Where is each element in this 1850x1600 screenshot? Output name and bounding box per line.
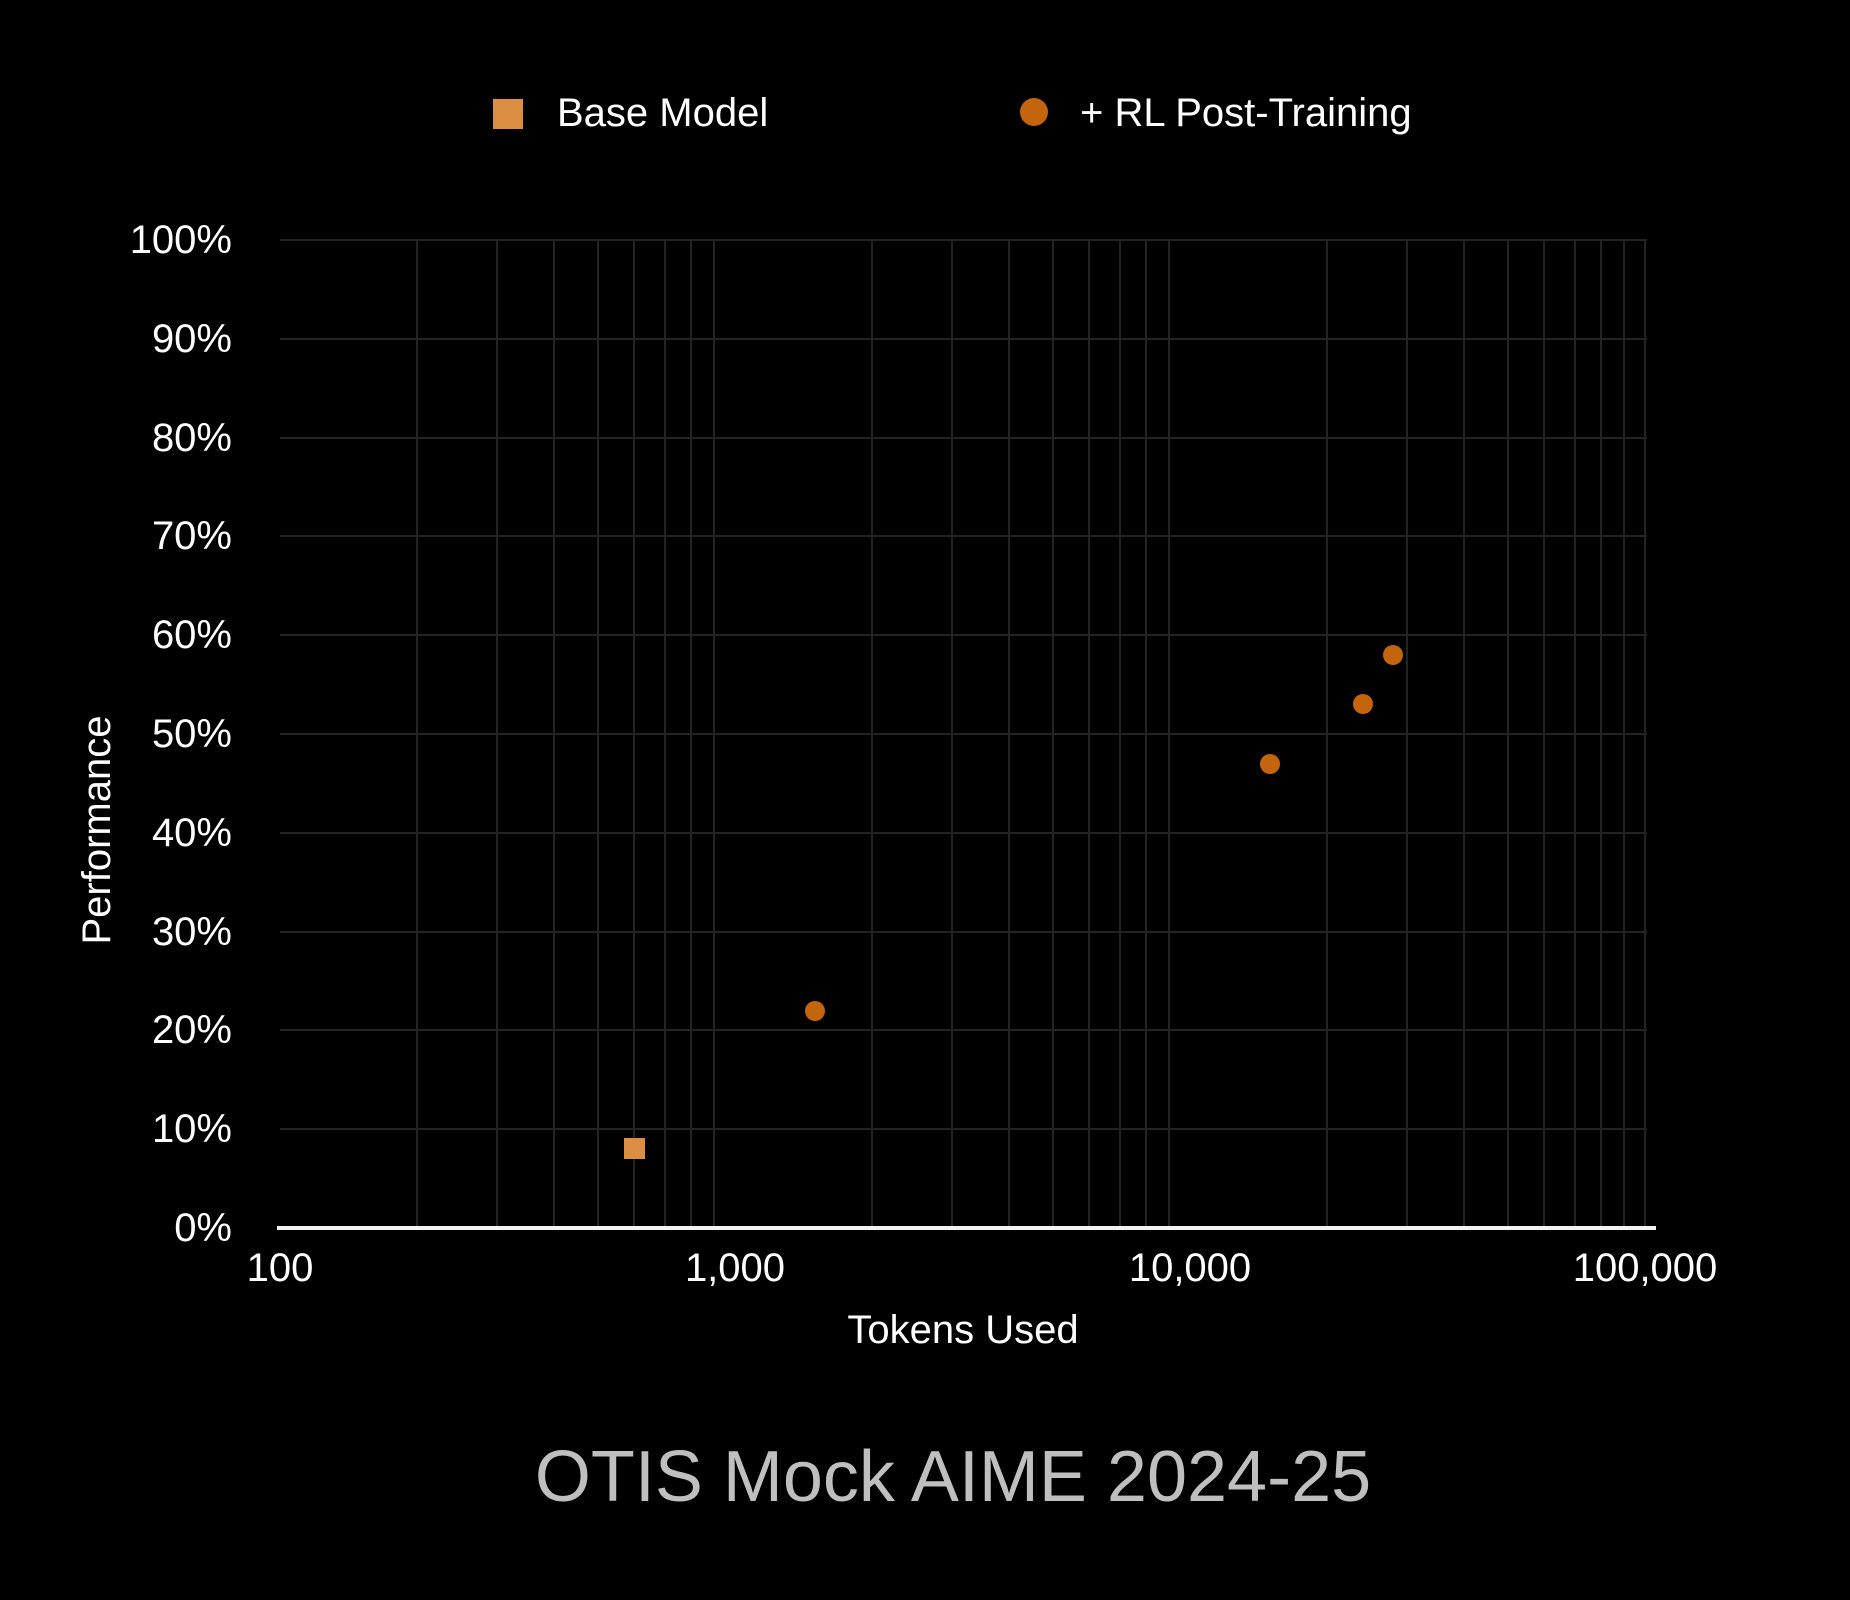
- rl-post-training-circle-icon: [1020, 98, 1048, 126]
- x-axis-title: Tokens Used: [847, 1308, 1079, 1352]
- y-tick-label: 10%: [151, 1107, 232, 1152]
- vertical-gridline: [1599, 240, 1602, 1228]
- y-tick-label: 90%: [151, 316, 232, 361]
- vertical-gridline: [870, 240, 873, 1228]
- vertical-gridline: [415, 240, 418, 1228]
- horizontal-gridline: [280, 239, 1647, 241]
- x-tick-label: 100,000: [1572, 1246, 1718, 1290]
- vertical-gridline: [1088, 240, 1091, 1228]
- y-tick-label: 30%: [151, 909, 232, 954]
- legend-label-rl-post-training: + RL Post-Training: [1080, 91, 1412, 135]
- y-tick-label: 50%: [151, 712, 232, 756]
- vertical-gridline: [597, 240, 600, 1228]
- vertical-gridline: [552, 240, 555, 1228]
- y-tick-label: 70%: [151, 514, 232, 559]
- horizontal-gridline: [280, 831, 1647, 834]
- vertical-gridline: [1543, 240, 1546, 1228]
- y-axis-title: Performance: [75, 715, 119, 945]
- vertical-gridline: [496, 240, 499, 1228]
- data-point-rl-post-training: [1260, 753, 1281, 774]
- vertical-gridline: [1623, 240, 1626, 1228]
- vertical-gridline: [1144, 240, 1147, 1228]
- horizontal-gridline: [280, 634, 1647, 637]
- vertical-gridline: [1168, 240, 1171, 1228]
- vertical-gridline: [1644, 240, 1646, 1228]
- vertical-gridline: [1406, 240, 1409, 1228]
- chart-title: OTIS Mock AIME 2024-25: [534, 1437, 1372, 1517]
- data-point-base-model: [623, 1138, 645, 1160]
- horizontal-gridline: [280, 733, 1647, 735]
- vertical-gridline: [1462, 240, 1465, 1228]
- vertical-gridline: [1573, 240, 1576, 1228]
- y-tick-label: 100%: [129, 218, 232, 262]
- horizontal-gridline: [280, 930, 1647, 933]
- x-tick-label: 10,000: [1128, 1246, 1252, 1290]
- legend-label-base-model: Base Model: [557, 91, 769, 135]
- vertical-gridline: [1052, 240, 1055, 1228]
- horizontal-gridline: [280, 337, 1647, 340]
- y-tick-label: 60%: [151, 613, 232, 658]
- horizontal-gridline: [280, 1128, 1647, 1131]
- horizontal-gridline: [280, 535, 1647, 538]
- y-tick-label: 20%: [151, 1008, 232, 1053]
- horizontal-gridline: [280, 436, 1647, 439]
- x-tick-label: 100: [246, 1246, 314, 1290]
- base-model-square-icon: [493, 99, 523, 129]
- x-axis-line: [277, 1226, 1656, 1230]
- vertical-gridline: [951, 240, 954, 1228]
- y-tick-label: 80%: [151, 415, 232, 460]
- data-point-rl-post-training: [1383, 644, 1404, 665]
- horizontal-gridline: [280, 1029, 1647, 1032]
- vertical-gridline: [1007, 240, 1010, 1228]
- data-point-rl-post-training: [805, 1000, 826, 1021]
- y-tick-label: 0%: [174, 1206, 232, 1250]
- vertical-gridline: [633, 240, 636, 1228]
- data-point-rl-post-training: [1352, 694, 1373, 715]
- y-tick-label: 40%: [151, 810, 232, 855]
- vertical-gridline: [663, 240, 666, 1228]
- x-tick-label: 1,000: [684, 1246, 786, 1290]
- vertical-gridline: [1325, 240, 1328, 1228]
- vertical-gridline: [713, 240, 716, 1228]
- vertical-gridline: [1507, 240, 1510, 1228]
- vertical-gridline: [1118, 240, 1121, 1228]
- vertical-gridline: [689, 240, 692, 1228]
